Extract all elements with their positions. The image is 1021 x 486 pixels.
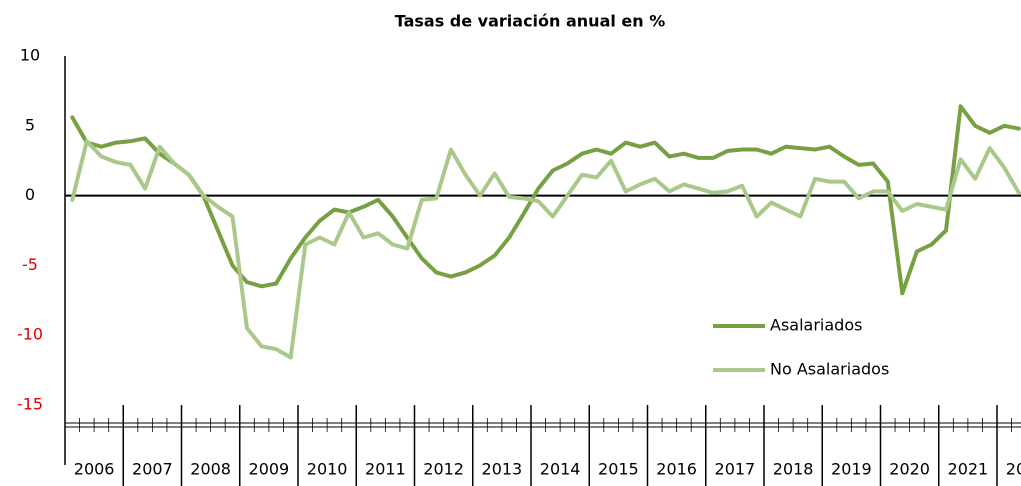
y-tick-label: 10 <box>20 46 40 65</box>
x-tick-label: 2013 <box>482 460 523 479</box>
x-tick-label: 2006 <box>74 460 115 479</box>
x-tick-label: 2018 <box>773 460 814 479</box>
y-tick-label: -15 <box>17 395 43 414</box>
x-tick-label: 2009 <box>249 460 290 479</box>
y-tick-label: -5 <box>22 255 38 274</box>
x-tick-label: 2007 <box>132 460 173 479</box>
chart-title: Tasas de variación anual en % <box>395 12 666 31</box>
legend-label: No Asalariados <box>770 360 889 379</box>
y-tick-label: 0 <box>25 185 35 204</box>
x-tick-label: 2010 <box>307 460 348 479</box>
x-tick-label: 2022 <box>1006 460 1021 479</box>
legend-label: Asalariados <box>770 316 862 335</box>
x-tick-label: 2021 <box>948 460 989 479</box>
x-tick-label: 2015 <box>598 460 639 479</box>
x-tick-label: 2017 <box>715 460 756 479</box>
y-tick-label: 5 <box>25 115 35 134</box>
x-tick-label: 2019 <box>831 460 872 479</box>
x-tick-label: 2011 <box>365 460 406 479</box>
x-tick-label: 2014 <box>540 460 581 479</box>
line-series <box>70 104 1021 296</box>
x-tick-label: 2012 <box>423 460 464 479</box>
x-tick-label: 2016 <box>656 460 697 479</box>
x-tick-label: 2020 <box>889 460 930 479</box>
x-tick-label: 2008 <box>190 460 231 479</box>
y-tick-label: -10 <box>17 325 43 344</box>
line-series <box>70 139 1021 360</box>
